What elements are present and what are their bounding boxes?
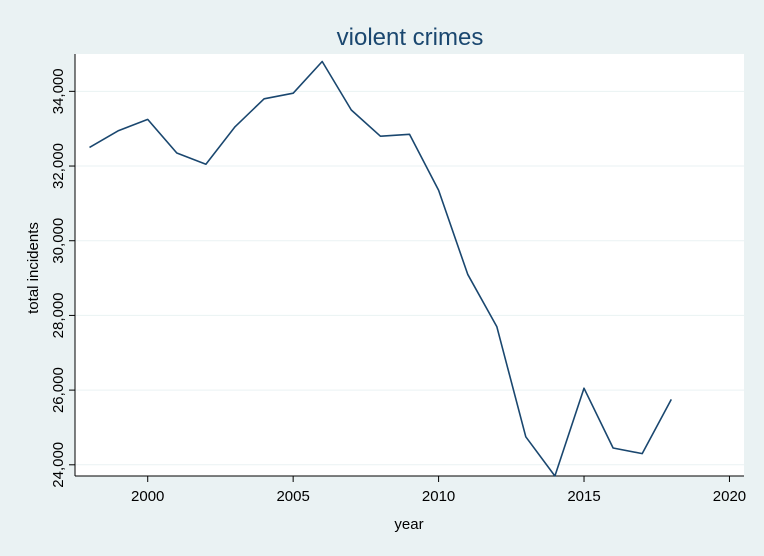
- y-axis-label: total incidents: [25, 222, 42, 314]
- y-tick-label-0: 24,000: [50, 442, 67, 488]
- x-tick-label-2: 2010: [422, 488, 455, 505]
- y-tick-label-5: 34,000: [50, 68, 67, 114]
- y-tick-label-1: 26,000: [50, 367, 67, 413]
- x-tick-label-1: 2005: [276, 488, 309, 505]
- series-line-0: [89, 60, 673, 477]
- x-axis-label: year: [394, 516, 423, 533]
- y-tick-label-4: 32,000: [50, 143, 67, 189]
- y-tick-label-2: 28,000: [50, 292, 67, 338]
- plot-background: [75, 54, 744, 476]
- y-tick-label-3: 30,000: [50, 218, 67, 264]
- x-tick-label-0: 2000: [131, 488, 164, 505]
- plot-area: 24,000 26,000 28,000 30,000 32,000 34,000 2000…: [50, 54, 746, 505]
- x-tick-label-3: 2015: [567, 488, 600, 505]
- chart-title: violent crimes: [337, 24, 484, 51]
- x-tick-label-4: 2020: [713, 488, 746, 505]
